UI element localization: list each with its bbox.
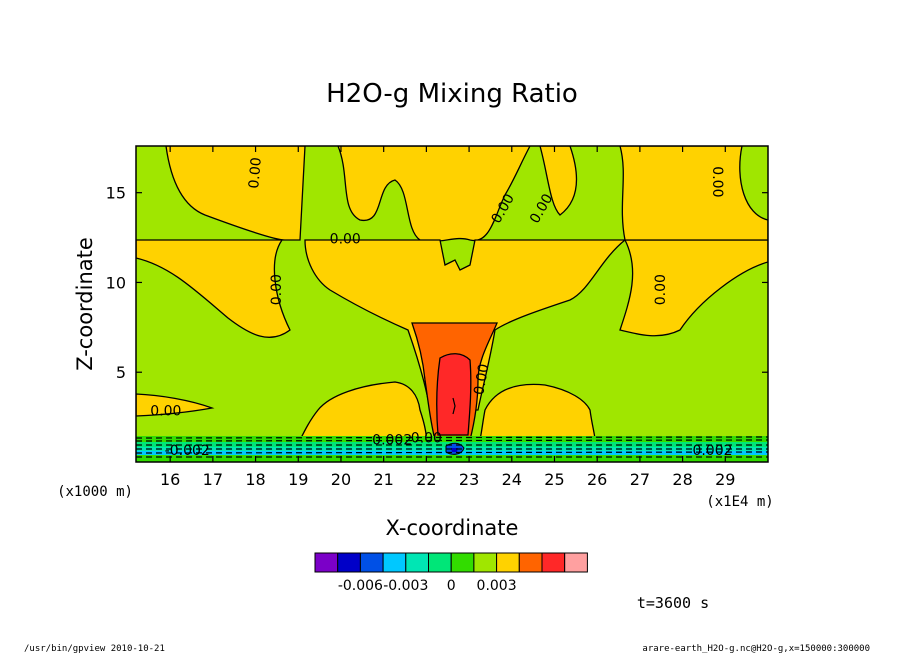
x-tick-label: 29 xyxy=(715,470,735,489)
region-right xyxy=(619,239,768,337)
region-lower-left xyxy=(136,393,215,417)
colorbar-tick-label: 0 xyxy=(447,578,456,594)
contour-label: 0.00 xyxy=(246,157,265,189)
x-tick-label: 19 xyxy=(288,470,308,489)
region-upper-center xyxy=(337,146,531,243)
colorbar-tick-label: 0.003 xyxy=(477,578,517,594)
colorbar-swatch xyxy=(405,552,429,573)
colorbar-swatch xyxy=(564,552,588,573)
x-tick-label: 24 xyxy=(502,470,522,489)
colorbar-tick-label: -0.003 xyxy=(383,578,428,594)
colorbar-swatch xyxy=(473,552,498,573)
y-tick-label: 5 xyxy=(116,363,126,382)
x-tick-label: 20 xyxy=(331,470,351,489)
contour-label: 0.00 xyxy=(471,363,492,396)
colorbar-swatch xyxy=(541,552,566,573)
y-axis: 5 10 15 xyxy=(106,184,768,382)
colorbar-swatch xyxy=(428,552,452,573)
colorbar-swatch xyxy=(314,552,339,573)
colorbar-swatch xyxy=(359,552,384,573)
x-axis-label: X-coordinate xyxy=(386,516,519,540)
x-axis: 16 17 18 19 20 21 22 23 24 25 26 27 28 29 xyxy=(160,146,735,489)
x-tick-label: 16 xyxy=(160,470,180,489)
x-tick-label: 25 xyxy=(544,470,564,489)
y-tick-label: 10 xyxy=(106,273,126,292)
contour-label: 0.00 xyxy=(411,431,442,447)
dashed-contours xyxy=(136,436,768,458)
x-axis-unit: (x1E4 m) xyxy=(706,494,773,510)
footer-left: /usr/bin/gpview 2010-10-21 xyxy=(24,644,165,654)
region-upper-right-lobe xyxy=(539,146,578,216)
x-tick-label: 22 xyxy=(416,470,436,489)
colorbar-swatch xyxy=(337,552,361,573)
core-marker xyxy=(452,397,456,415)
footer-right: arare-earth_H2O-g.nc@H2O-g,x=150000:3000… xyxy=(642,644,870,654)
y-axis-unit: (x1000 m) xyxy=(57,484,133,500)
contour-label: 0.00 xyxy=(150,404,181,420)
contour-label: 0.00 xyxy=(269,274,285,305)
x-tick-label: 18 xyxy=(245,470,265,489)
colorbar: -0.006 -0.003 0 0.003 xyxy=(314,552,588,594)
region-core-red xyxy=(436,353,472,436)
region-lower-right-dome xyxy=(479,383,596,441)
x-tick-label: 27 xyxy=(630,470,650,489)
x-tick-label: 17 xyxy=(203,470,223,489)
region-upper-right xyxy=(619,146,768,241)
time-annotation: t=3600 s xyxy=(637,594,709,612)
region-left xyxy=(136,239,291,338)
region-lower-left-dome xyxy=(298,381,427,441)
colorbar-swatch xyxy=(496,552,520,573)
chart-title: H2O-g Mixing Ratio xyxy=(326,79,578,109)
x-tick-label: 28 xyxy=(672,470,692,489)
contour-label: 0.002 xyxy=(692,443,732,459)
colorbar-swatch xyxy=(518,552,543,573)
contour-labels: 0.000.00 0.000.000.000.00 0.000.000.000.00… xyxy=(150,157,732,460)
contour-label: 0.002 xyxy=(372,432,412,448)
plot-frame xyxy=(135,145,769,463)
band-1 xyxy=(136,436,768,442)
y-tick-label: 15 xyxy=(106,184,126,203)
contour-label: 0.00 xyxy=(709,166,725,197)
band-5 xyxy=(136,455,768,462)
contour-label: 0.00 xyxy=(653,274,669,305)
x-tick-label: 26 xyxy=(587,470,607,489)
colorbar-swatch xyxy=(450,552,475,573)
colorbar-swatch xyxy=(382,552,407,573)
contour-label: -0.002 xyxy=(165,443,210,459)
x-tick-label: 23 xyxy=(459,470,479,489)
contour-field xyxy=(136,146,768,462)
y-axis-label: Z-coordinate xyxy=(73,237,97,371)
contour-label: 0.00 xyxy=(330,231,361,247)
x-tick-label: 21 xyxy=(373,470,393,489)
region-upper-left xyxy=(165,146,306,241)
colorbar-tick-label: -0.006 xyxy=(338,578,383,594)
